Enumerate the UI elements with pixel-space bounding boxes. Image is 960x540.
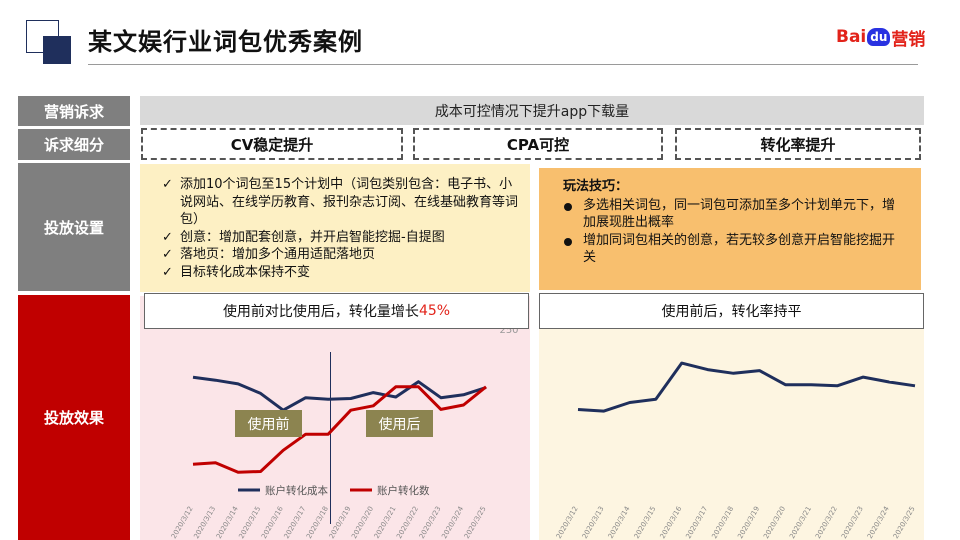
x-tick-label: 2020/3/25: [892, 505, 917, 540]
series-line: [192, 375, 487, 412]
sub-goal-label: CPA可控: [506, 135, 570, 154]
brand-text-bai: Bai: [836, 27, 867, 47]
x-tick-label: 2020/3/21: [788, 505, 813, 540]
sub-goal-box: CV稳定提升: [141, 128, 403, 160]
sub-goal-box: 转化率提升: [675, 128, 921, 160]
page-title: 某文娱行业词包优秀案例: [88, 28, 363, 56]
x-tick-label: 2020/3/13: [581, 505, 606, 540]
after-tag: 使用后: [366, 410, 433, 437]
bullet-icon: [564, 237, 572, 246]
row-label-detail: 诉求细分: [18, 129, 130, 160]
conversion-chart: 2502020/3/122020/3/132020/3/142020/3/152…: [170, 325, 519, 540]
setup-action-item: ✓ 落地页：增加多个通用适配落地页: [162, 246, 520, 264]
row-label-marketing: 营销诉求: [18, 96, 130, 126]
check-icon: ✓: [162, 247, 173, 262]
x-tick-label: 2020/3/15: [237, 505, 262, 540]
caption-highlight: 45%: [418, 303, 451, 319]
series-line: [192, 385, 487, 474]
x-tick-label: 2020/3/20: [350, 505, 375, 540]
row-label-effect: 投放效果: [18, 295, 130, 540]
tip-text: 多选相关词包，同一词包可添加至多个计划单元下，增加展现胜出概率: [583, 197, 896, 231]
tip-item: 增加同词包相关的创意，若无较多创意开启智能挖掘开关: [563, 232, 901, 267]
x-tick-label: 2020/3/24: [440, 505, 465, 540]
sub-goal-label: 转化率提升: [760, 135, 836, 154]
x-tick-label: 2020/3/20: [762, 505, 787, 540]
x-tick-label: 2020/3/14: [607, 504, 632, 540]
x-tick-label: 2020/3/13: [192, 505, 217, 540]
legend-label: 账户转化数: [377, 484, 430, 497]
x-tick-label: 2020/3/12: [555, 505, 580, 540]
x-tick-label: 2020/3/21: [373, 505, 398, 540]
baidu-marketing-logo: Bai du 营销: [836, 22, 925, 52]
effect-right-caption: 使用前后，转化率持平: [539, 293, 924, 329]
tip-text: 增加同词包相关的创意，若无较多创意开启智能挖掘开关: [583, 232, 896, 266]
x-tick-label: 2020/3/12: [170, 505, 195, 540]
y-tick-label: 250: [499, 325, 518, 336]
setup-action-text: 目标转化成本保持不变: [180, 264, 311, 280]
setup-action-list: ✓ 添加10个词包至15个计划中（词包类别包含：电子书、小说网站、在线学历教育、报…: [140, 164, 530, 281]
tips-panel: 玩法技巧： 多选相关词包，同一词包可添加至多个计划单元下，增加展现胜出概率 增加…: [539, 168, 921, 290]
effect-left-caption: 使用前对比使用后，转化量增长 45%: [144, 293, 529, 329]
setup-action-item: ✓ 目标转化成本保持不变: [162, 264, 520, 282]
row-label-setup: 投放设置: [18, 163, 130, 291]
x-tick-label: 2020/3/16: [659, 505, 684, 540]
x-tick-label: 2020/3/22: [814, 505, 839, 540]
marketing-goal-text: 成本可控情况下提升app下载量: [434, 103, 630, 120]
x-tick-label: 2020/3/24: [866, 505, 891, 540]
x-tick-label: 2020/3/23: [418, 505, 443, 540]
series-line: [577, 361, 916, 413]
effect-left-panel: [140, 296, 530, 540]
caption-text: 使用前对比使用后，转化量增长: [222, 304, 419, 320]
effect-right-panel: [539, 296, 924, 540]
setup-action-item: ✓ 添加10个词包至15个计划中（词包类别包含：电子书、小说网站、在线学历教育、报…: [162, 176, 520, 229]
setup-action-text: 添加10个词包至15个计划中（词包类别包含：电子书、小说网站、在线学历教育、报刊…: [180, 177, 519, 227]
conversion-rate-chart: 2020/3/12 2020/3/13 2020/3/14 2020/3/15 2020…: [555, 361, 917, 540]
x-tick-label: 2020/3/18: [710, 505, 735, 540]
x-tick-label: 2020/3/16: [260, 505, 285, 540]
x-tick-label: 2020/3/17: [283, 505, 308, 540]
marketing-goal-bar: 成本可控情况下提升app下载量: [140, 96, 924, 125]
caption-text: 使用前后，转化率持平: [661, 304, 802, 320]
x-tick-label: 2020/3/18: [305, 505, 330, 540]
x-tick-label: 2020/3/17: [684, 505, 709, 540]
legend-label: 账户转化成本: [265, 484, 328, 497]
check-icon: ✓: [162, 177, 173, 192]
before-tag: 使用前: [235, 410, 302, 437]
setup-action-text: 创意：增加配套创意，并开启智能挖掘-自提图: [180, 229, 445, 245]
x-tick-label: 2020/3/23: [840, 505, 865, 540]
setup-actions-panel: ✓ 添加10个词包至15个计划中（词包类别包含：电子书、小说网站、在线学历教育、报…: [140, 164, 530, 292]
setup-action-text: 落地页：增加多个通用适配落地页: [180, 247, 376, 262]
tips-list: 多选相关词包，同一词包可添加至多个计划单元下，增加展现胜出概率 增加同词包相关的…: [563, 197, 921, 267]
check-icon: ✓: [162, 229, 173, 245]
sub-goal-box: CPA可控: [413, 128, 663, 160]
bullet-icon: [564, 202, 572, 211]
tips-heading: 玩法技巧：: [563, 179, 629, 194]
logo-square-filled: [43, 36, 71, 64]
x-tick-label: 2020/3/15: [633, 505, 658, 540]
sub-goal-label: CV稳定提升: [230, 135, 314, 154]
x-tick-label: 2020/3/19: [736, 505, 761, 540]
x-tick-label: 2020/3/25: [463, 505, 488, 540]
x-tick-label: 2020/3/22: [395, 505, 420, 540]
x-tick-label: 2020/3/14: [215, 505, 240, 540]
x-tick-label: 2020/3/19: [328, 505, 353, 540]
tip-item: 多选相关词包，同一词包可添加至多个计划单元下，增加展现胜出概率: [563, 197, 901, 232]
brand-text-du: du: [867, 28, 891, 46]
title-divider: [88, 64, 918, 65]
check-icon: ✓: [162, 264, 173, 280]
brand-text-yingxiao: 营销: [891, 29, 926, 50]
setup-action-item: ✓ 创意：增加配套创意，并开启智能挖掘-自提图: [162, 229, 520, 247]
